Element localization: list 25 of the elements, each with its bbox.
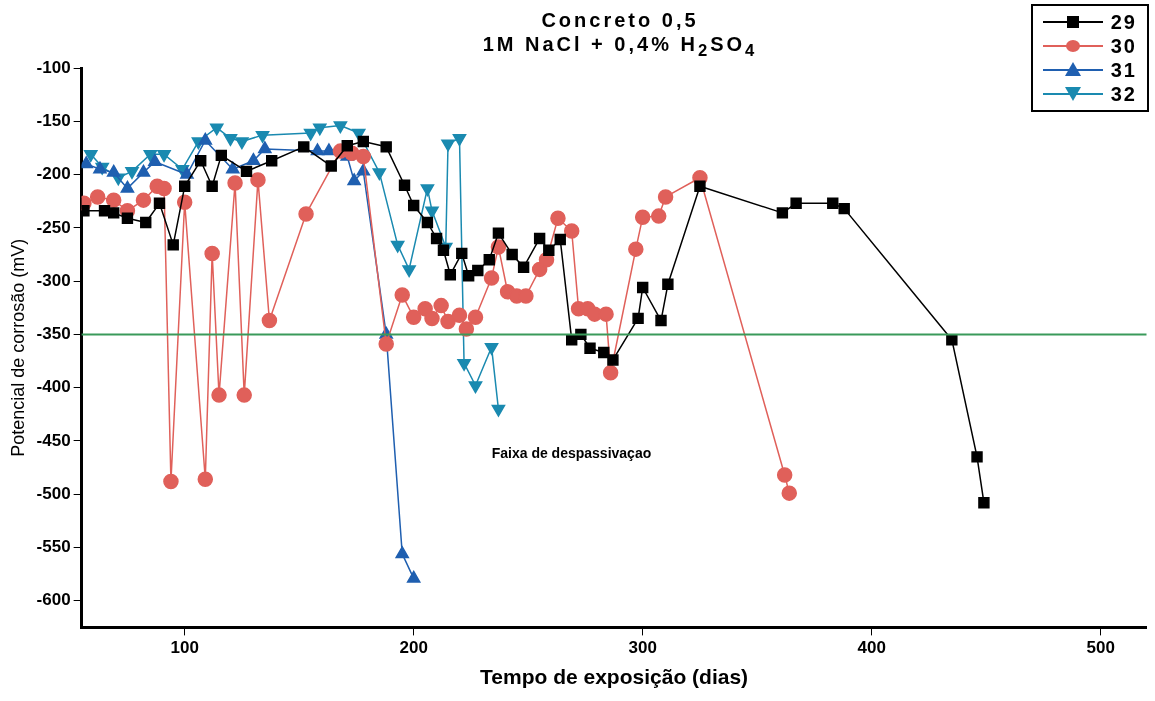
y-tick-label: -350 [36, 324, 71, 344]
y-tick-label: -400 [36, 377, 71, 397]
y-tick-label: -600 [36, 590, 71, 610]
y-tick-label: -200 [36, 164, 71, 184]
x-tick-label: 300 [628, 638, 657, 658]
y-tick-label: -450 [36, 430, 71, 450]
y-tick-label: -500 [36, 483, 71, 503]
y-tick-label: -550 [36, 537, 71, 557]
chart-title: Concreto 0,5 [540, 8, 700, 32]
legend-label: 31 [1110, 58, 1137, 82]
legend-label: 29 [1110, 10, 1137, 34]
x-tick-label: 400 [857, 638, 886, 658]
y-axis-title: Potencial de corrosão (mV) [7, 238, 28, 457]
y-tick-label: -250 [36, 217, 71, 237]
legend-label: 30 [1110, 34, 1137, 58]
x-tick-label: 100 [170, 638, 199, 658]
x-tick-label: 200 [399, 638, 428, 658]
annotation: Faixa de despassivaçao [491, 444, 652, 461]
legend-label: 32 [1110, 82, 1137, 106]
x-axis-title: Tempo de exposição (dias) [480, 665, 749, 689]
y-tick-label: -150 [36, 110, 71, 130]
chart-subtitle: 1M NaCl + 0,4% H$_{2}$SO$_{4}$ [481, 32, 759, 62]
y-tick-label: -300 [36, 270, 71, 290]
y-tick-label: -100 [36, 57, 71, 77]
x-tick-label: 500 [1086, 638, 1115, 658]
